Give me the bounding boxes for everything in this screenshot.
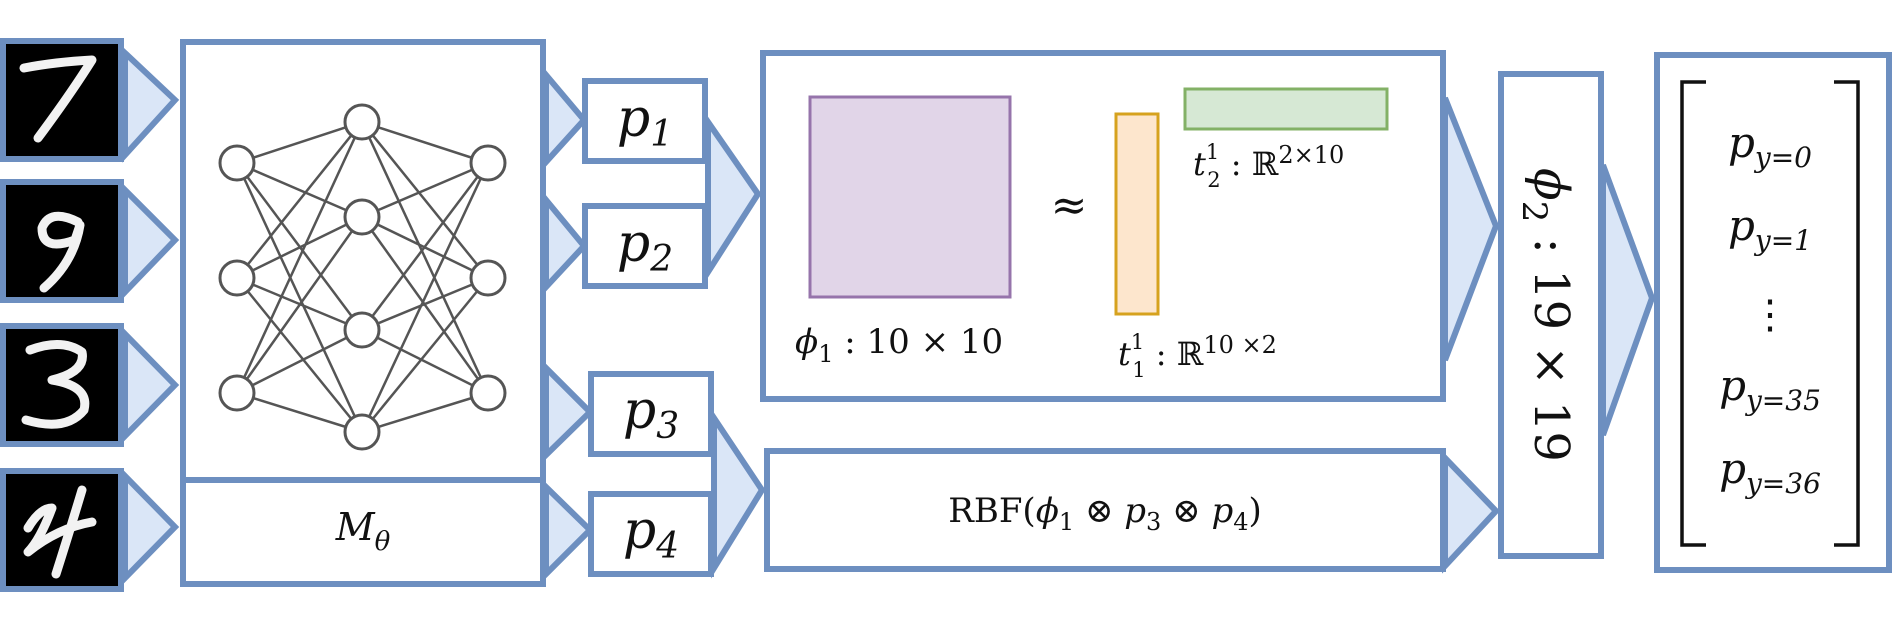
left-bracket (1680, 80, 1706, 547)
digit-image-9: 9 (0, 179, 124, 303)
digit-image-4: 4 (0, 468, 124, 592)
input-node (218, 374, 256, 412)
input-node (218, 259, 256, 297)
prob-p1-box: p1 (582, 78, 708, 164)
network-label-box (180, 477, 546, 587)
t2-label: t1 2 : ℝ2×10 (1193, 140, 1344, 192)
factorization-box: ϕ1 : 10 × 10 ≈ t1 1 : ℝ10 ×2 t1 2 : ℝ2×10 (760, 50, 1446, 402)
hidden-node (343, 311, 381, 349)
output-entry-36: py=36 (1719, 444, 1821, 500)
arrow-to-p1 (543, 66, 588, 170)
t1-matrix (1114, 112, 1160, 316)
hidden-node (343, 103, 381, 141)
arrow-digit9 (122, 182, 180, 300)
input-digits: 7 9 3 4 (0, 38, 124, 592)
network-box: Mθ (180, 39, 546, 587)
output-node (469, 144, 507, 182)
network-edges (235, 120, 490, 434)
svg-text:p2: p2 (617, 214, 673, 280)
arrow-factorization-to-phi2 (1442, 96, 1500, 362)
output-dots: ⋮ (1750, 292, 1790, 338)
svg-text:p3: p3 (623, 381, 679, 447)
prob-p4-box: p4 (588, 491, 714, 577)
output-node (469, 259, 507, 297)
digit-image-3: 3 (0, 323, 124, 447)
arrow-digit7 (122, 46, 180, 163)
phi1-label: ϕ1 : 10 × 10 (795, 322, 1003, 368)
hidden-node (343, 198, 381, 236)
phi1-matrix (808, 95, 1012, 299)
input-node (218, 144, 256, 182)
rbf-box: RBF(ϕ1 ⊗ p3 ⊗ p4) (764, 448, 1446, 572)
approx-symbol: ≈ (1051, 180, 1088, 231)
rbf-label: RBF(ϕ1 ⊗ p3 ⊗ p4) (948, 491, 1262, 536)
arrow-to-p3 (543, 360, 595, 463)
network-nodes (218, 103, 507, 451)
t1-label: t1 1 : ℝ10 ×2 (1118, 330, 1277, 382)
arrow-phi2-to-output (1600, 163, 1656, 437)
input-arrows (122, 46, 180, 586)
arrow-p1p2-to-factorization (705, 112, 762, 283)
output-entry-1: py=1 (1728, 201, 1812, 257)
phi2-box: ϕ2 : 19 × 19 (1498, 71, 1604, 559)
arrow-to-p4 (543, 479, 595, 582)
output-entry-35: py=35 (1719, 361, 1821, 417)
prob-p2-box: p2 (582, 203, 708, 289)
arrow-digit3 (122, 326, 180, 444)
arrow-p3p4-to-rbf (711, 408, 766, 579)
prob-p3-box: p3 (588, 371, 714, 457)
right-bracket (1834, 80, 1860, 547)
output-node (469, 374, 507, 412)
arrow-rbf-to-phi2 (1442, 450, 1501, 574)
output-entry-0: py=0 (1728, 118, 1812, 174)
svg-text:p1: p1 (617, 89, 673, 155)
arrow-digit4 (122, 468, 180, 586)
hidden-node (343, 413, 381, 451)
digit-image-7: 7 (0, 38, 124, 162)
svg-text:p4: p4 (623, 501, 679, 567)
phi2-label: ϕ2 : 19 × 19 (1514, 168, 1579, 462)
network-output-arrows (543, 66, 595, 582)
output-vector-box: py=0 py=1 ⋮ py=35 py=36 (1654, 52, 1892, 573)
t2-matrix (1183, 87, 1389, 131)
network-label: Mθ (335, 505, 391, 557)
arrow-to-p2 (543, 191, 588, 295)
